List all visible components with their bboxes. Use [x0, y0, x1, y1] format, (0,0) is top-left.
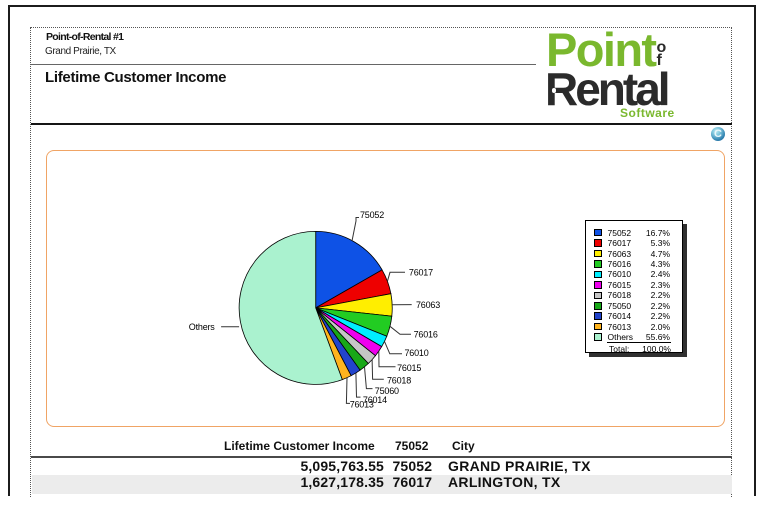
- svg-text:76017: 76017: [409, 268, 433, 278]
- svg-text:76013: 76013: [350, 400, 374, 410]
- svg-text:76010: 76010: [405, 348, 429, 358]
- svg-text:Others: Others: [189, 322, 216, 332]
- svg-text:75060: 75060: [375, 386, 399, 396]
- svg-text:75052: 75052: [360, 210, 384, 220]
- svg-text:76015: 76015: [397, 363, 421, 373]
- svg-text:76014: 76014: [363, 395, 387, 405]
- svg-text:76016: 76016: [414, 330, 438, 340]
- svg-text:76063: 76063: [416, 300, 440, 310]
- svg-text:76018: 76018: [387, 375, 411, 385]
